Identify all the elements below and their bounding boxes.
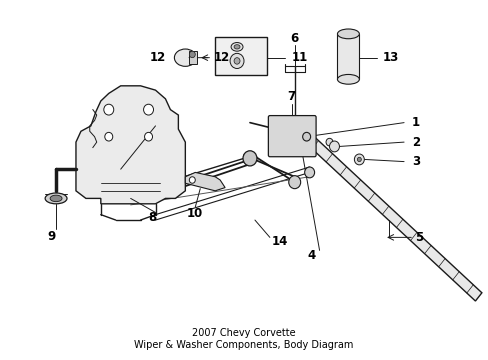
Text: 6: 6 — [290, 32, 298, 45]
Bar — [189, 51, 197, 64]
Text: 5: 5 — [414, 231, 423, 244]
Text: 2: 2 — [411, 136, 419, 149]
Text: 7: 7 — [287, 90, 295, 103]
Circle shape — [357, 157, 361, 162]
Text: 9: 9 — [47, 230, 55, 243]
Text: 1: 1 — [411, 116, 419, 129]
Circle shape — [302, 132, 310, 141]
Circle shape — [325, 138, 332, 146]
Text: 3: 3 — [411, 155, 419, 168]
Ellipse shape — [231, 42, 243, 51]
Polygon shape — [76, 86, 185, 204]
Polygon shape — [185, 172, 224, 191]
Ellipse shape — [234, 45, 240, 49]
Text: 12: 12 — [214, 51, 230, 64]
Ellipse shape — [50, 195, 62, 202]
Polygon shape — [303, 132, 481, 301]
Ellipse shape — [174, 49, 196, 66]
Bar — [337, 34, 359, 79]
Circle shape — [329, 141, 339, 152]
Circle shape — [230, 53, 244, 68]
Text: 14: 14 — [271, 235, 287, 248]
Text: 11: 11 — [291, 51, 307, 64]
Circle shape — [143, 104, 153, 115]
Text: 2007 Chevy Corvette
Wiper & Washer Components, Body Diagram: 2007 Chevy Corvette Wiper & Washer Compo… — [134, 328, 353, 350]
Circle shape — [234, 58, 240, 64]
Bar — [215, 37, 266, 75]
Ellipse shape — [337, 29, 359, 39]
Circle shape — [189, 51, 195, 58]
Text: 12: 12 — [149, 51, 165, 64]
Circle shape — [243, 151, 256, 166]
Circle shape — [304, 167, 314, 178]
Circle shape — [103, 104, 114, 115]
Circle shape — [189, 177, 195, 183]
Text: 8: 8 — [148, 211, 156, 224]
Circle shape — [104, 132, 113, 141]
Text: 4: 4 — [307, 249, 315, 262]
Ellipse shape — [45, 193, 67, 204]
Circle shape — [354, 154, 364, 165]
Circle shape — [288, 176, 300, 189]
Ellipse shape — [337, 75, 359, 84]
Circle shape — [144, 132, 152, 141]
Text: 10: 10 — [187, 207, 203, 220]
Text: 13: 13 — [382, 51, 398, 64]
FancyBboxPatch shape — [268, 116, 315, 157]
